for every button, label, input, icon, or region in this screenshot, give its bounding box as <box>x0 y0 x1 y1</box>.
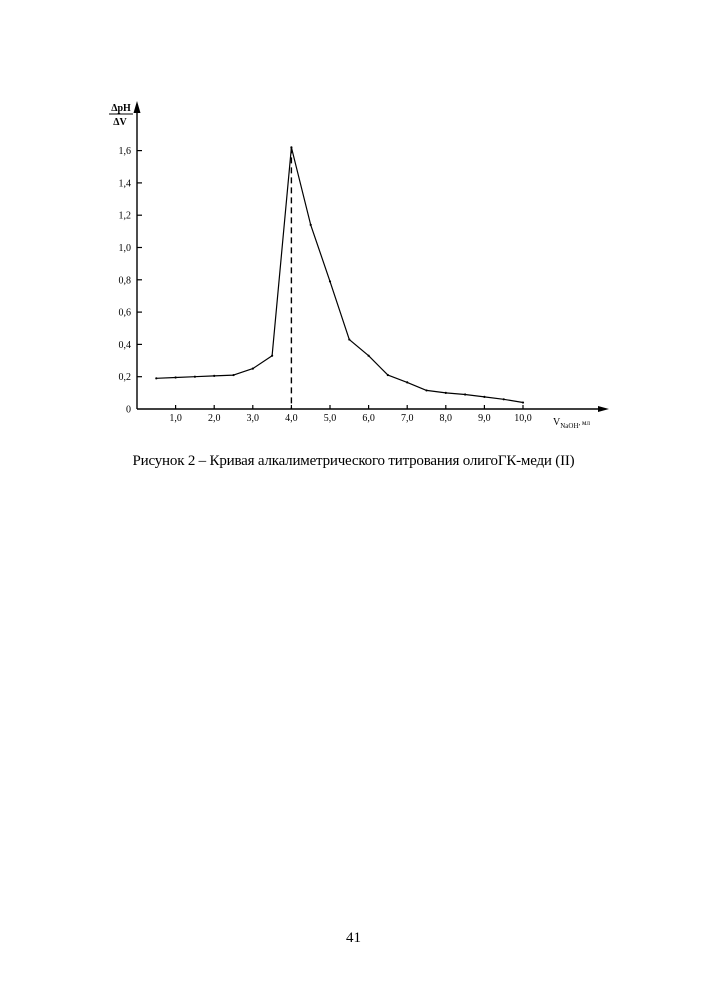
data-point <box>213 375 215 377</box>
x-tick-label: 7,0 <box>401 413 414 424</box>
axes <box>134 101 610 412</box>
y-tick-label: 0 <box>126 405 131 416</box>
data-point <box>194 376 196 378</box>
x-axis-label-unit: , мл <box>579 419 591 427</box>
x-ticks: 1,0 2,0 3,0 4,0 5,0 6,0 7,0 8,0 9,0 10,0 <box>169 405 531 424</box>
series <box>155 146 524 409</box>
titration-curve <box>156 147 523 402</box>
y-ticks: 0 0,2 0,4 0,6 0,8 1,0 1,2 1,4 1,6 <box>119 146 143 415</box>
x-tick-label: 3,0 <box>247 413 260 424</box>
data-point <box>425 389 427 391</box>
x-axis-arrow <box>598 406 609 412</box>
x-tick-label: 10,0 <box>514 413 532 424</box>
data-point <box>522 401 524 403</box>
data-point <box>387 374 389 376</box>
data-point <box>406 381 408 383</box>
y-tick-label: 1,4 <box>119 178 132 189</box>
x-tick-label: 4,0 <box>285 413 298 424</box>
y-tick-label: 0,4 <box>119 340 132 351</box>
data-point <box>464 393 466 395</box>
x-tick-label: 6,0 <box>362 413 375 424</box>
y-axis-label: ΔpH ΔV <box>109 103 133 128</box>
figure-caption: Рисунок 2 – Кривая алкалиметрического ти… <box>0 453 707 470</box>
data-point <box>445 392 447 394</box>
x-tick-label: 8,0 <box>440 413 453 424</box>
data-point <box>290 146 292 148</box>
y-axis-label-numerator: ΔpH <box>111 103 131 114</box>
y-tick-label: 1,6 <box>119 146 132 157</box>
x-tick-label: 9,0 <box>478 413 491 424</box>
data-point <box>310 224 312 226</box>
y-tick-label: 1,2 <box>119 211 132 222</box>
y-tick-label: 0,6 <box>119 308 132 319</box>
data-point <box>232 374 234 376</box>
x-axis-label: VNaOH, мл <box>553 417 590 430</box>
data-point <box>483 396 485 398</box>
data-point <box>329 280 331 282</box>
data-point <box>503 398 505 400</box>
y-tick-label: 0,8 <box>119 275 132 286</box>
data-point <box>155 377 157 379</box>
data-point <box>368 355 370 357</box>
data-point <box>175 376 177 378</box>
data-point <box>252 368 254 370</box>
y-axis-arrow <box>134 101 141 113</box>
y-axis-label-denominator: ΔV <box>113 117 127 128</box>
x-axis-label-subscript: NaOH <box>560 422 578 430</box>
titration-chart: ΔpH ΔV 0 0,2 0,4 0,6 0,8 1,0 1,2 1,4 1,6 1,0 2,0 3… <box>0 0 707 440</box>
x-tick-label: 5,0 <box>324 413 337 424</box>
page-number: 41 <box>0 930 707 947</box>
data-point <box>348 338 350 340</box>
y-tick-label: 1,0 <box>119 243 132 254</box>
data-point <box>271 355 273 357</box>
y-tick-label: 0,2 <box>119 372 132 383</box>
x-tick-label: 2,0 <box>208 413 221 424</box>
x-tick-label: 1,0 <box>169 413 182 424</box>
